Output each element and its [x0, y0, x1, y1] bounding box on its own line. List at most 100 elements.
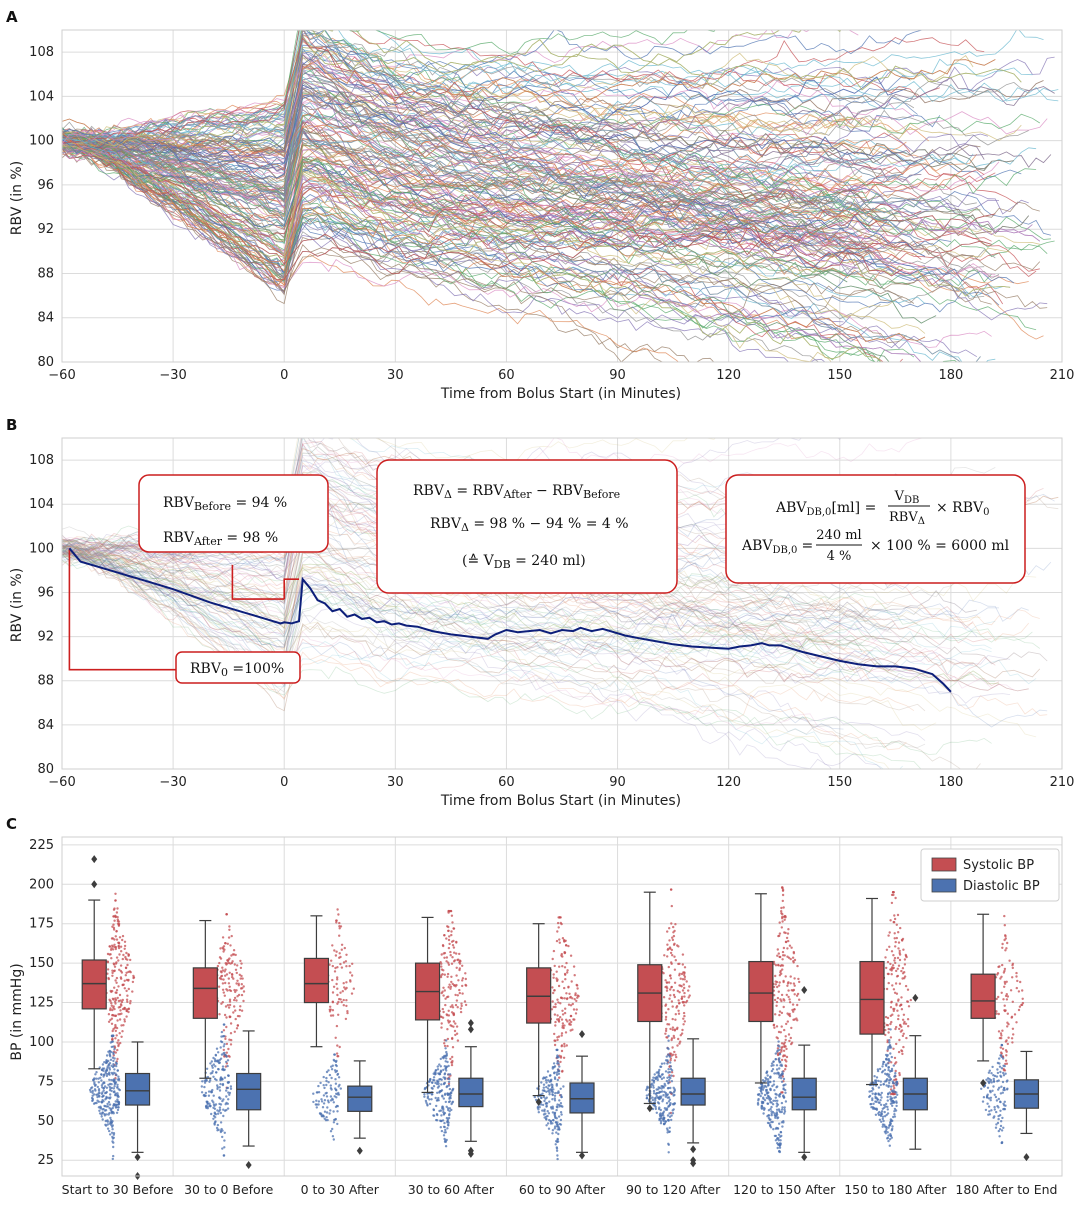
- swarm-point: [233, 1030, 236, 1034]
- swarm-point: [890, 1055, 893, 1059]
- swarm-point: [670, 1080, 674, 1083]
- swarm-point: [788, 1012, 791, 1016]
- swarm-point: [874, 1107, 877, 1110]
- swarm-point: [242, 999, 245, 1003]
- swarm-point: [234, 990, 237, 994]
- swarm-point: [560, 1032, 564, 1035]
- swarm-point: [442, 952, 445, 955]
- swarm-point: [332, 1138, 335, 1141]
- swarm-point: [1011, 1027, 1015, 1031]
- swarm-point: [774, 974, 777, 978]
- swarm-point: [457, 979, 460, 982]
- panel-a-ytick-label: 80: [37, 355, 54, 370]
- swarm-point: [329, 1084, 332, 1087]
- swarm-point: [551, 1093, 554, 1097]
- swarm-point: [564, 1007, 567, 1010]
- swarm-point: [111, 1029, 114, 1033]
- swarm-point: [653, 1104, 656, 1108]
- swarm-point: [559, 1087, 562, 1091]
- rbv-trace: [62, 145, 1037, 278]
- swarm-point: [536, 1106, 539, 1110]
- swarm-point: [574, 1012, 578, 1015]
- swarm-point: [334, 1060, 338, 1064]
- swarm-point: [767, 1114, 771, 1117]
- swarm-point: [207, 1094, 211, 1097]
- swarm-point: [444, 1066, 448, 1070]
- swarm-point: [127, 1010, 130, 1014]
- swarm-point: [126, 963, 129, 967]
- swarm-point: [443, 973, 446, 976]
- swarm-point: [876, 1069, 880, 1073]
- swarm-point: [560, 922, 563, 926]
- swarm-point: [681, 1028, 684, 1032]
- swarm-point: [881, 1117, 884, 1121]
- swarm-point: [772, 1023, 776, 1026]
- swarm-point: [96, 1085, 100, 1089]
- swarm-point: [890, 1001, 893, 1004]
- box-iqr: [81, 959, 107, 1010]
- swarm-point: [553, 1013, 557, 1016]
- swarm-point: [448, 1073, 452, 1076]
- swarm-point: [785, 1055, 789, 1059]
- swarm-point: [554, 1143, 557, 1146]
- swarm-point: [445, 956, 449, 959]
- swarm-point: [108, 1078, 111, 1082]
- swarm-point: [999, 1124, 1003, 1128]
- swarm-point: [325, 1095, 329, 1098]
- swarm-point: [666, 1022, 669, 1026]
- swarm-point: [652, 1089, 656, 1093]
- swarm-point: [551, 986, 554, 989]
- swarm-point: [109, 999, 112, 1003]
- swarm-point: [551, 1111, 555, 1114]
- rbv-trace: [62, 30, 892, 171]
- swarm-point: [672, 993, 676, 997]
- swarm-point: [207, 1090, 211, 1093]
- swarm-point: [346, 1011, 349, 1015]
- rbv-trace: [62, 121, 1048, 309]
- swarm-point: [874, 1092, 877, 1095]
- swarm-point: [774, 983, 777, 986]
- swarm-point: [127, 954, 130, 957]
- swarm-point: [221, 1135, 224, 1139]
- swarm-point: [120, 1035, 123, 1039]
- swarm-point: [343, 946, 346, 950]
- rbv-trace-faded: [62, 540, 844, 684]
- swarm-point: [331, 1014, 335, 1017]
- swarm-point: [665, 981, 669, 984]
- swarm-point: [435, 1113, 439, 1116]
- swarm-point: [903, 977, 906, 980]
- swarm-point: [768, 1096, 771, 1099]
- swarm-point: [665, 1079, 669, 1083]
- swarm-point: [897, 999, 900, 1002]
- swarm-point: [762, 1112, 765, 1115]
- swarm-point: [556, 1157, 559, 1161]
- rbv-before-bracket: [231, 564, 285, 600]
- swarm-point: [1005, 1039, 1008, 1042]
- swarm-point: [784, 1058, 787, 1062]
- swarm-point: [782, 1094, 785, 1097]
- swarm-point: [895, 1025, 898, 1029]
- swarm-point: [239, 966, 243, 970]
- rbv-trace-faded: [62, 544, 863, 648]
- swarm-point: [436, 1091, 439, 1095]
- swarm-point: [564, 978, 567, 981]
- swarm-point: [561, 1009, 564, 1012]
- box-iqr: [791, 1077, 817, 1111]
- swarm-point: [895, 936, 898, 940]
- rbv-trace: [62, 134, 881, 362]
- swarm-point: [783, 1112, 786, 1115]
- rbv-trace-faded: [62, 550, 1011, 667]
- swarm-point: [881, 1065, 884, 1068]
- swarm-point: [775, 1068, 779, 1071]
- swarm-point: [874, 1095, 877, 1099]
- swarm-point: [219, 1121, 223, 1124]
- swarm-point: [331, 991, 335, 994]
- swarm-point: [129, 999, 132, 1003]
- swarm-point: [552, 1005, 555, 1009]
- swarm-point: [204, 1091, 208, 1095]
- swarm-point: [906, 1018, 910, 1021]
- swarm-point: [336, 1002, 339, 1005]
- panel-a-ytick-label: 100: [29, 134, 54, 149]
- swarm-point: [545, 1124, 548, 1127]
- swarm-point: [442, 944, 445, 948]
